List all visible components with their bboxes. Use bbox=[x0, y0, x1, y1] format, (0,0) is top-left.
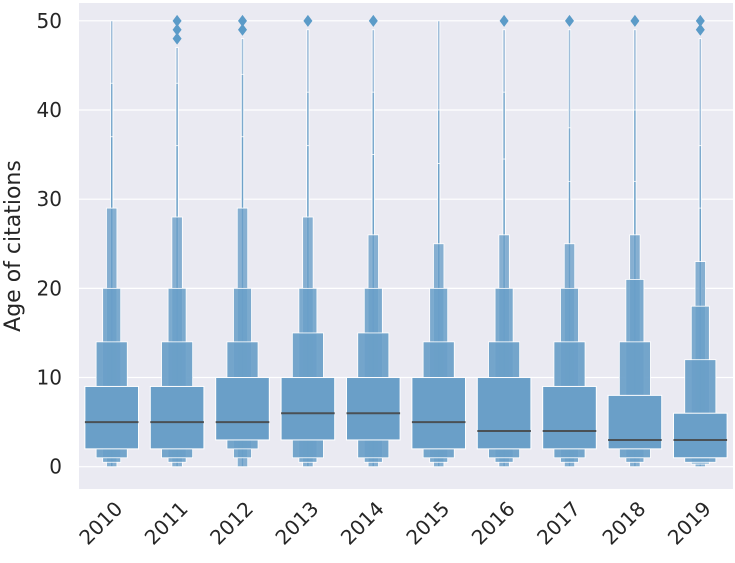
box-2016 bbox=[476, 14, 532, 468]
outlier-point bbox=[172, 23, 182, 36]
box-level bbox=[215, 377, 270, 441]
box-2014 bbox=[345, 14, 401, 468]
y-tick-label: 0 bbox=[49, 455, 62, 479]
x-tick-label: 2012 bbox=[205, 497, 258, 550]
x-tick-label: 2019 bbox=[663, 497, 716, 550]
y-tick-label: 30 bbox=[37, 187, 62, 211]
x-tick-label: 2018 bbox=[597, 497, 650, 550]
box-level bbox=[84, 385, 140, 450]
y-tick-labels: 0 10 20 30 40 50 bbox=[37, 9, 62, 479]
box-2017 bbox=[542, 14, 597, 468]
outlier-point bbox=[172, 14, 182, 27]
box-2019 bbox=[672, 14, 728, 468]
box-level bbox=[280, 377, 336, 441]
outlier-point bbox=[368, 14, 378, 27]
outlier-point bbox=[172, 32, 182, 45]
x-tick-label: 2010 bbox=[74, 497, 127, 550]
box-level bbox=[345, 377, 401, 441]
outlier-point bbox=[303, 14, 313, 27]
outlier-point bbox=[695, 14, 705, 27]
x-tick-label: 2017 bbox=[532, 497, 585, 550]
outlier-point bbox=[565, 14, 574, 27]
box-2011 bbox=[149, 14, 205, 468]
box-level bbox=[476, 377, 532, 450]
outlier-point bbox=[499, 14, 509, 27]
y-axis-label: Age of citations bbox=[1, 160, 26, 332]
box-2015 bbox=[411, 20, 467, 468]
outlier-point bbox=[630, 14, 640, 27]
x-tick-label: 2011 bbox=[140, 497, 193, 550]
box-2010 bbox=[84, 20, 140, 468]
y-tick-label: 50 bbox=[37, 9, 62, 33]
x-tick-label: 2016 bbox=[467, 497, 520, 550]
outlier-point bbox=[238, 14, 247, 27]
box-level bbox=[411, 377, 467, 450]
outlier-point bbox=[695, 23, 705, 36]
y-tick-label: 20 bbox=[37, 276, 62, 300]
box-2012 bbox=[215, 14, 270, 468]
box-2018 bbox=[607, 14, 663, 468]
box-level bbox=[672, 412, 728, 459]
box-level bbox=[542, 385, 597, 450]
box-2013 bbox=[280, 14, 336, 468]
y-tick-label: 10 bbox=[37, 366, 62, 390]
x-tick-labels: 2010 2011 2012 2013 2014 2015 2016 2017 2018 2019 bbox=[74, 497, 716, 550]
y-tick-label: 40 bbox=[37, 98, 62, 122]
x-tick-label: 2014 bbox=[336, 497, 389, 550]
x-tick-label: 2013 bbox=[270, 497, 323, 550]
x-tick-label: 2015 bbox=[401, 497, 454, 550]
box-level bbox=[149, 385, 205, 450]
boxes bbox=[84, 14, 728, 468]
outlier-point bbox=[238, 23, 247, 36]
